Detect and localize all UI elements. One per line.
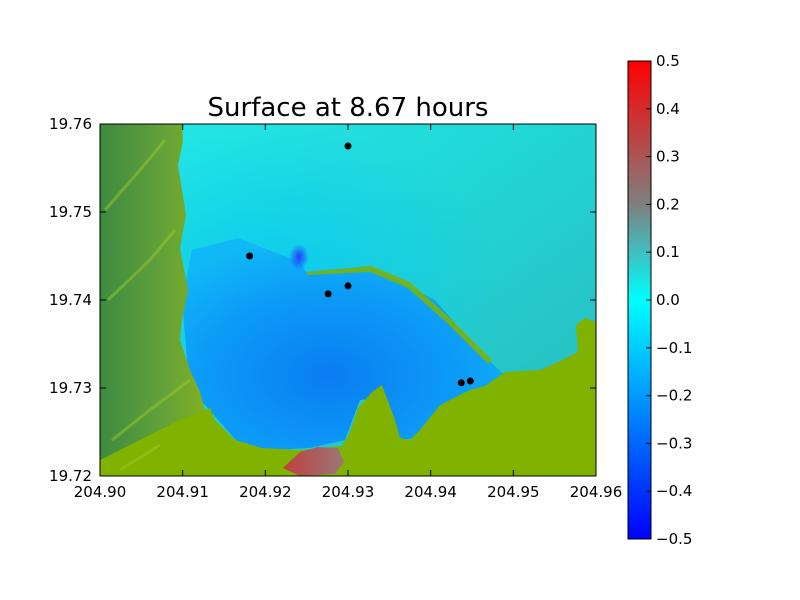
x-tick-label: 204.90: [74, 483, 127, 501]
red-spot: [283, 447, 344, 476]
colorbar-tick-label: −0.3: [656, 434, 692, 452]
gauge-point: [466, 377, 474, 385]
gauge-point: [344, 282, 352, 290]
depression-spot: [289, 244, 309, 270]
x-tick-label: 204.91: [156, 483, 209, 501]
valley-lines: [103, 139, 191, 472]
x-tick-label: 204.92: [239, 483, 292, 501]
x-tick-label: 204.96: [570, 483, 623, 501]
y-tick-label: 19.74: [49, 291, 92, 309]
colorbar-axis: 0.5 0.4 0.3 0.2 0.1 0.0 −0.1 −0.2 −0.3 −0.4 −0.5: [646, 52, 692, 548]
y-axis: 19.72 19.73 19.74 19.75 19.76: [49, 115, 596, 485]
colorbar-tick-label: 0.0: [656, 291, 680, 309]
gauge-point: [344, 142, 352, 150]
bay-surface: [182, 238, 510, 450]
colorbar-tick-label: −0.1: [656, 339, 692, 357]
colorbar-tick-label: 0.2: [656, 195, 680, 213]
chart-title: Surface at 8.67 hours: [208, 93, 489, 123]
land-south: [100, 318, 596, 476]
colorbar-tick-label: 0.3: [656, 148, 680, 166]
colorbar-tick-label: −0.4: [656, 482, 692, 500]
y-tick-label: 19.76: [49, 115, 92, 133]
x-tick-label: 204.95: [487, 483, 540, 501]
y-tick-label: 19.73: [49, 379, 92, 397]
x-tick-label: 204.94: [404, 483, 457, 501]
colorbar-tick-label: −0.2: [656, 387, 692, 405]
colorbar-tick-label: −0.5: [656, 530, 692, 548]
gauge-point: [324, 290, 332, 298]
colorbar-tick-label: 0.1: [656, 243, 680, 261]
colorbar-tick-label: 0.5: [656, 52, 680, 70]
y-tick-label: 19.72: [49, 467, 92, 485]
y-tick-label: 19.75: [49, 203, 92, 221]
heatmap-surface: [100, 124, 596, 476]
x-tick-label: 204.93: [322, 483, 375, 501]
gauge-point: [246, 252, 254, 260]
x-axis: 204.90 204.91 204.92 204.93 204.94 204.95 204.…: [74, 124, 623, 501]
gauge-point: [457, 379, 465, 387]
colorbar-tick-label: 0.4: [656, 100, 680, 118]
gauge-markers: [246, 142, 474, 387]
